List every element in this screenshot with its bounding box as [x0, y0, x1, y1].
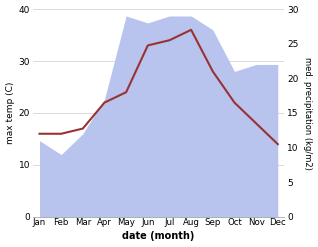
- Y-axis label: max temp (C): max temp (C): [5, 82, 15, 144]
- Y-axis label: med. precipitation (kg/m2): med. precipitation (kg/m2): [303, 57, 313, 169]
- X-axis label: date (month): date (month): [122, 231, 195, 242]
